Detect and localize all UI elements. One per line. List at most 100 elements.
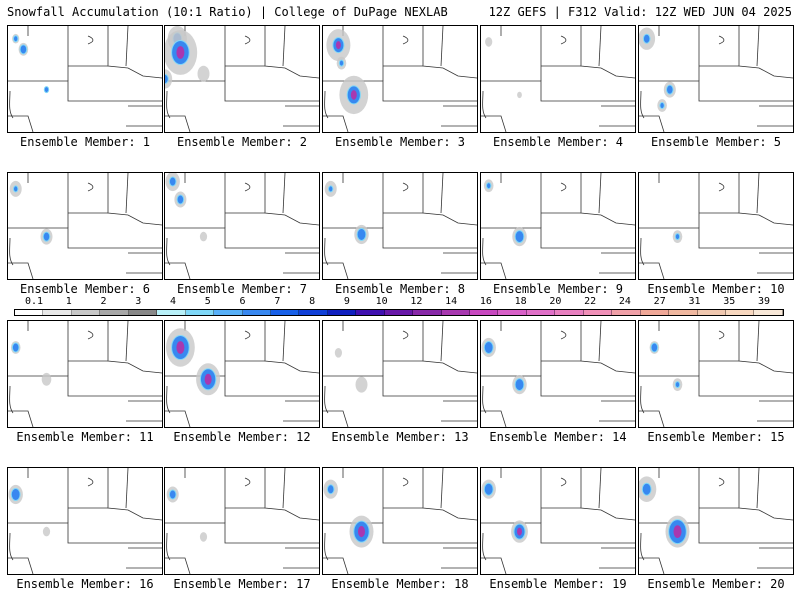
state-boundary (598, 173, 602, 214)
ensemble-member-map (164, 172, 320, 280)
state-boundary (402, 35, 409, 45)
member-map-svg (165, 468, 319, 574)
snow-area-heavy (358, 526, 365, 538)
member-map-svg (8, 468, 162, 574)
ensemble-member-map (480, 320, 636, 428)
snow-area-moderate (19, 44, 28, 55)
state-boundary (422, 173, 477, 226)
state-boundary (8, 227, 162, 249)
snow-area-light (41, 372, 52, 386)
state-boundary (481, 557, 507, 574)
colorbar-segment (413, 310, 442, 315)
state-boundary (639, 262, 665, 279)
state-boundary (107, 26, 162, 79)
state-boundary (580, 173, 635, 226)
snow-area-moderate (483, 341, 494, 354)
colorbar-segment (526, 310, 556, 315)
state-boundary (9, 385, 14, 414)
colorbar-segment (640, 310, 670, 315)
state-boundary (244, 477, 251, 487)
colorbar-segment (612, 310, 641, 315)
colorbar-segment (327, 310, 357, 315)
snow-area-heavy (350, 90, 357, 100)
ensemble-member-map (322, 25, 478, 133)
member-map-svg (481, 173, 635, 279)
state-boundary (323, 522, 477, 544)
state-boundary (125, 26, 129, 67)
snow-area-moderate (483, 482, 494, 496)
state-boundary (8, 410, 34, 427)
state-boundary (9, 237, 14, 266)
state-boundary (560, 182, 567, 192)
snow-area-light (199, 231, 208, 242)
ensemble-member-label: Ensemble Member: 14 (489, 430, 627, 444)
state-boundary (8, 522, 162, 544)
colorbar-tick-label: 8 (309, 296, 316, 307)
snow-area-moderate (13, 185, 19, 193)
state-boundary (324, 385, 329, 414)
state-boundary (166, 237, 171, 266)
state-boundary (125, 173, 129, 214)
snow-area-light (199, 532, 208, 542)
snow-area-heavy (673, 525, 682, 538)
state-boundary (244, 35, 251, 45)
member-map-svg (8, 173, 162, 279)
state-boundary (165, 375, 319, 397)
colorbar-segment (555, 310, 584, 315)
ensemble-member-label: Ensemble Member: 18 (331, 577, 469, 591)
state-boundary (481, 262, 507, 279)
member-map-svg (481, 321, 635, 427)
state-boundary (282, 26, 286, 67)
colorbar-tick-label: 24 (618, 296, 631, 307)
state-boundary (107, 173, 162, 226)
state-boundary (264, 321, 319, 374)
ensemble-member-map (164, 467, 320, 575)
state-boundary (718, 330, 725, 340)
state-boundary (324, 532, 329, 561)
snow-area-light (197, 65, 210, 82)
ensemble-member-map (7, 467, 163, 575)
state-boundary (738, 26, 793, 79)
snow-area-moderate (43, 86, 50, 94)
state-boundary (718, 477, 725, 487)
ensemble-member-label: Ensemble Member: 6 (19, 282, 151, 296)
colorbar-tick-label: 0.1 (24, 296, 44, 307)
ensemble-member-label: Ensemble Member: 2 (176, 135, 308, 149)
ensemble-member-label: Ensemble Member: 3 (334, 135, 466, 149)
colorbar-segment (242, 310, 271, 315)
snow-area-moderate (328, 185, 334, 193)
colorbar-segment (356, 310, 385, 315)
state-boundary (639, 115, 665, 132)
colorbar-tick-label: 4 (170, 296, 177, 307)
member-map-svg (639, 173, 793, 279)
ensemble-member-label: Ensemble Member: 13 (331, 430, 469, 444)
state-boundary (481, 115, 507, 132)
ensemble-member-label: Ensemble Member: 16 (16, 577, 154, 591)
state-boundary (560, 477, 567, 487)
snow-area-moderate (176, 194, 185, 205)
state-boundary (718, 182, 725, 192)
snow-area-moderate (42, 231, 51, 242)
colorbar-segment (754, 310, 783, 315)
state-boundary (165, 262, 191, 279)
state-boundary (482, 90, 487, 119)
ensemble-member-label: Ensemble Member: 1 (19, 135, 151, 149)
snow-area-moderate (666, 84, 674, 95)
state-boundary (323, 262, 349, 279)
snow-area-moderate (13, 35, 19, 43)
state-boundary (264, 26, 319, 79)
state-boundary (9, 90, 14, 119)
colorbar-segment (697, 310, 726, 315)
snow-area-heavy (517, 527, 522, 536)
state-boundary (264, 468, 319, 521)
state-boundary (580, 468, 635, 521)
state-boundary (756, 26, 760, 67)
state-boundary (738, 468, 793, 521)
colorbar-tick-label: 7 (274, 296, 281, 307)
state-boundary (9, 532, 14, 561)
member-map-svg (8, 26, 162, 132)
state-boundary (482, 385, 487, 414)
state-boundary (8, 262, 34, 279)
snow-area-heavy (176, 341, 185, 354)
state-boundary (8, 80, 162, 102)
